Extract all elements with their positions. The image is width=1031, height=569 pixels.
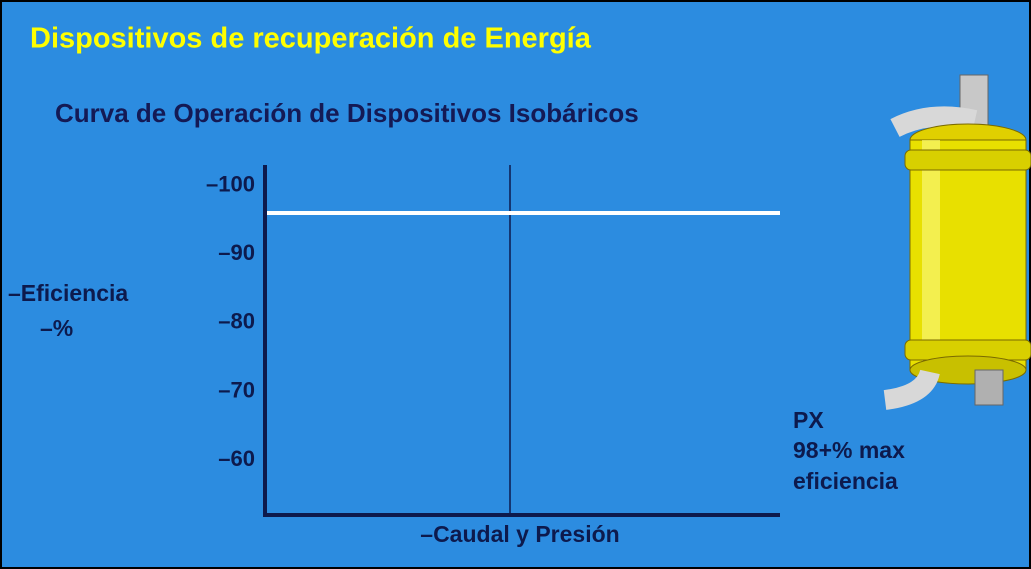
y-tick-label: –100 xyxy=(206,171,255,196)
annotation: PX xyxy=(793,407,824,433)
y-axis-label: –% xyxy=(40,315,73,341)
annotation: 98+% max xyxy=(793,437,905,463)
y-axis-label: –Eficiencia xyxy=(8,280,128,306)
y-tick-label: –80 xyxy=(218,309,255,334)
annotation: eficiencia xyxy=(793,468,898,494)
px-device xyxy=(883,74,1031,410)
y-tick-label: –70 xyxy=(218,377,255,402)
x-axis-label: –Caudal y Presión xyxy=(420,521,619,547)
slide-title: Dispositivos de recuperación de Energía xyxy=(30,23,592,55)
y-tick-label: –60 xyxy=(218,446,255,471)
y-tick-label: –90 xyxy=(218,240,255,265)
chart-subtitle: Curva de Operación de Dispositivos Isobá… xyxy=(55,98,639,128)
